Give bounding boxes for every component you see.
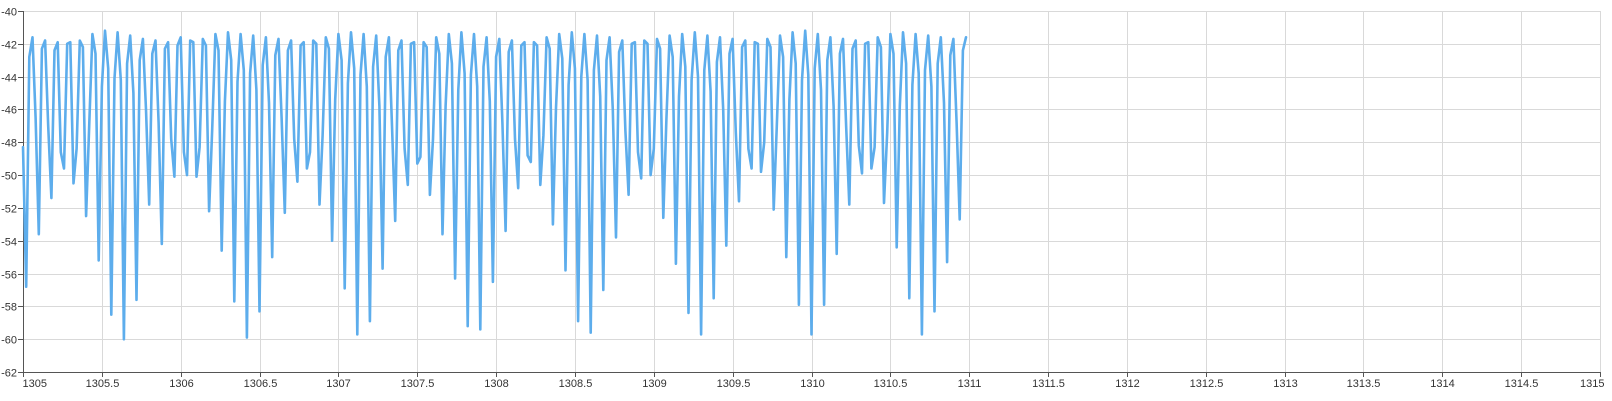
x-tick-label: 1310 xyxy=(800,378,824,390)
x-tick-label: 1311.5 xyxy=(1032,378,1065,390)
y-tick-label: -56 xyxy=(1,270,17,282)
y-axis-ticks: -62 -60 -58 -56 -54 -52 -50 -48 -46 -44 -42 -40 xyxy=(1,7,23,380)
x-axis-ticks: 1305 1305.5 1306 1306.5 1307 1307.5 1308 1308.5… xyxy=(23,372,1605,390)
x-tick-label: 1310.5 xyxy=(874,378,908,390)
x-tick-label: 1312 xyxy=(1115,378,1139,390)
x-tick-label: 1306 xyxy=(169,378,193,390)
x-tick-label: 1312.5 xyxy=(1190,378,1224,390)
x-tick-label: 1307 xyxy=(326,378,350,390)
x-tick-label: 1309.5 xyxy=(717,378,751,390)
y-tick-label: -60 xyxy=(1,335,17,347)
y-tick-label: -44 xyxy=(1,73,17,85)
series-group xyxy=(21,29,968,341)
x-gridlines xyxy=(23,11,1601,372)
y-tick-label: -40 xyxy=(1,7,17,19)
y-tick-label: -50 xyxy=(1,171,17,183)
x-tick-label: 1307.5 xyxy=(401,378,435,390)
x-tick-label: 1313 xyxy=(1273,378,1297,390)
x-tick-label: 1311 xyxy=(958,378,982,390)
x-tick-label: 1306.5 xyxy=(244,378,278,390)
x-tick-label: 1314 xyxy=(1430,378,1454,390)
y-tick-label: -58 xyxy=(1,302,17,314)
series-line xyxy=(21,29,968,341)
y-tick-label: -52 xyxy=(1,204,17,216)
x-tick-label: 1305 xyxy=(23,378,47,390)
x-tick-label: 1305.5 xyxy=(86,378,120,390)
y-tick-label: -48 xyxy=(1,138,17,150)
x-tick-label: 1309 xyxy=(642,378,666,390)
x-tick-label: 1314.5 xyxy=(1505,378,1539,390)
y-tick-label: -62 xyxy=(1,368,17,380)
x-tick-label: 1308.5 xyxy=(559,378,593,390)
y-tick-label: -54 xyxy=(1,237,17,249)
x-tick-label: 1313.5 xyxy=(1347,378,1381,390)
x-tick-label: 1315 xyxy=(1580,378,1604,390)
y-tick-label: -46 xyxy=(1,105,17,117)
y-tick-label: -42 xyxy=(1,40,17,52)
x-tick-label: 1308 xyxy=(484,378,508,390)
